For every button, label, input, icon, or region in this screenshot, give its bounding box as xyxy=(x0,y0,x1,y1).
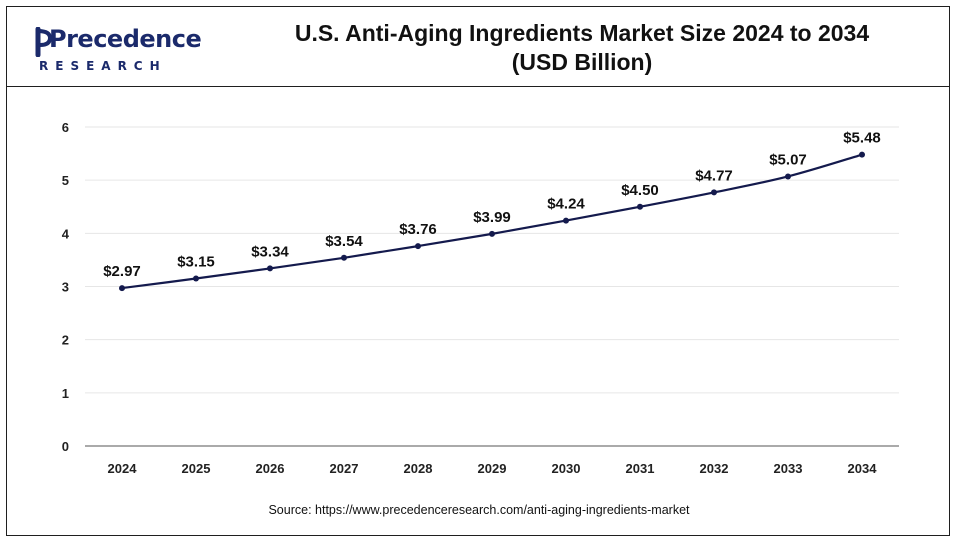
data-label: $5.48 xyxy=(843,130,881,147)
data-label: $5.07 xyxy=(769,151,807,168)
data-point xyxy=(563,217,569,224)
y-tick-label: 0 xyxy=(62,439,69,454)
y-tick-label: 4 xyxy=(62,226,70,241)
x-tick-label: 2033 xyxy=(774,461,803,476)
data-label: $3.76 xyxy=(399,221,437,238)
chart-title-line2: (USD Billion) xyxy=(511,49,653,75)
x-tick-label: 2028 xyxy=(404,461,433,476)
data-label: $4.77 xyxy=(695,167,733,184)
x-tick-label: 2030 xyxy=(552,461,581,476)
chart-header: Precedence RESEARCH U.S. Anti-Aging Ingr… xyxy=(7,7,949,87)
data-label: $3.54 xyxy=(325,233,363,250)
y-tick-label: 5 xyxy=(62,173,69,188)
data-point xyxy=(341,254,347,261)
data-label: $3.34 xyxy=(251,243,289,260)
x-tick-label: 2034 xyxy=(848,461,878,476)
x-tick-label: 2029 xyxy=(478,461,507,476)
data-point xyxy=(859,151,865,158)
data-label: $3.15 xyxy=(177,254,215,271)
brand-name: Precedence xyxy=(49,25,202,53)
data-label: $4.24 xyxy=(547,196,585,213)
data-point xyxy=(785,173,791,180)
data-label: $2.97 xyxy=(103,263,141,280)
y-tick-label: 6 xyxy=(62,120,69,135)
chart-title: U.S. Anti-Aging Ingredients Market Size … xyxy=(222,19,942,77)
data-label: $3.99 xyxy=(473,209,511,226)
data-point xyxy=(637,203,643,210)
x-tick-label: 2025 xyxy=(182,461,211,476)
y-tick-label: 2 xyxy=(62,333,69,348)
x-tick-label: 2032 xyxy=(700,461,729,476)
data-point xyxy=(711,189,717,196)
x-tick-label: 2024 xyxy=(108,461,138,476)
data-label: $4.50 xyxy=(621,182,659,199)
data-point xyxy=(119,285,125,292)
brand-logo: Precedence RESEARCH xyxy=(35,21,202,77)
brand-sub: RESEARCH xyxy=(39,59,167,73)
brand-mark-icon xyxy=(35,27,53,57)
source-note: Source: https://www.precedenceresearch.c… xyxy=(268,503,690,517)
chart-frame: Precedence RESEARCH U.S. Anti-Aging Ingr… xyxy=(6,6,950,536)
data-point xyxy=(267,265,273,272)
data-point xyxy=(415,243,421,250)
x-tick-label: 2027 xyxy=(330,461,359,476)
line-chart: 0 1 2 3 4 5 6 2024 2025 2026 2027 2028 2029 2030 2031 2… xyxy=(62,120,899,476)
data-point xyxy=(489,230,495,237)
y-tick-label: 1 xyxy=(62,386,69,401)
chart-title-line1: U.S. Anti-Aging Ingredients Market Size … xyxy=(294,20,870,46)
x-tick-label: 2031 xyxy=(626,461,655,476)
x-tick-label: 2026 xyxy=(256,461,285,476)
y-tick-label: 3 xyxy=(62,280,69,295)
data-point xyxy=(193,275,199,282)
